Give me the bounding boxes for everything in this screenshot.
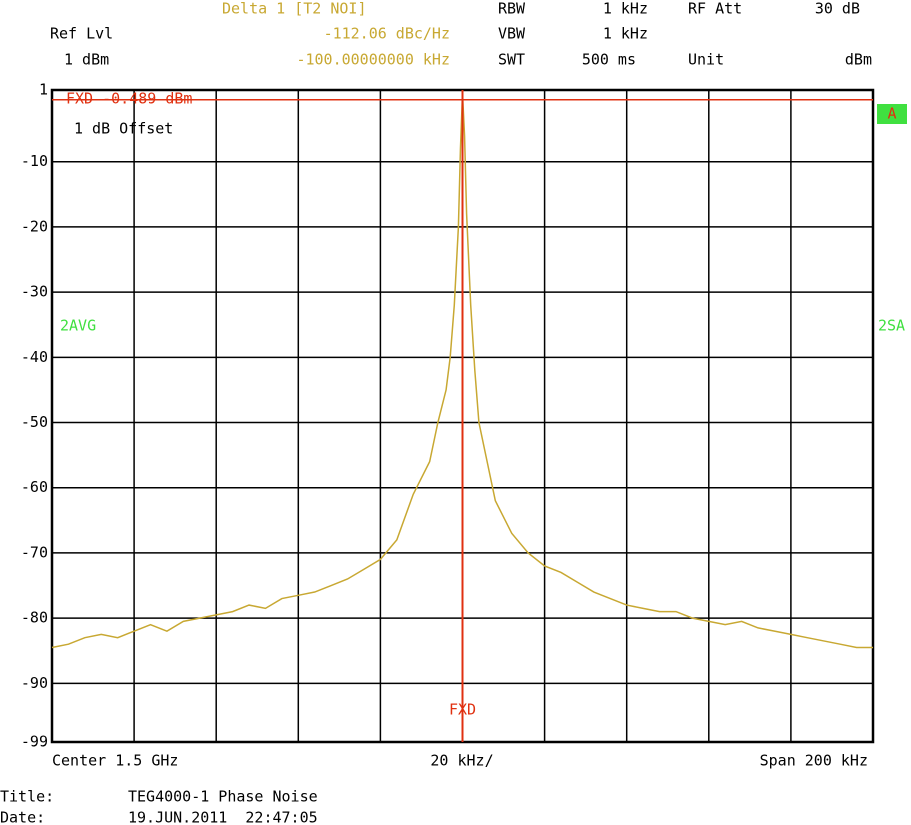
ref-value: 1 dBm (64, 51, 109, 69)
rbw-value: 1 kHz (603, 0, 648, 18)
y-tick-label: -60 (21, 478, 48, 496)
y-tick-label: -80 (21, 609, 48, 627)
y-tick-label: -70 (21, 543, 48, 561)
date-label: Date: (0, 809, 45, 825)
date-value: 19.JUN.2011 22:47:05 (128, 809, 318, 825)
span: Span 200 kHz (760, 752, 868, 770)
title-label: Title: (0, 788, 54, 806)
per-division: 20 kHz/ (430, 752, 493, 770)
y-tick-label: -40 (21, 348, 48, 366)
vbw-label: VBW (498, 25, 526, 43)
vbw-value: 1 kHz (603, 25, 648, 43)
trace-label-right: 2SA (878, 317, 905, 335)
y-tick-label: -90 (21, 674, 48, 692)
marker-freq: -100.00000000 kHz (296, 51, 450, 69)
reference-freq-label: FXD (449, 701, 476, 719)
att-value: 30 dB (815, 0, 860, 18)
screen-label: A (887, 105, 896, 123)
marker-name: Delta 1 [T2 NOI] (222, 0, 367, 18)
y-tick-label: -99 (21, 733, 48, 751)
unit-label: Unit (688, 51, 724, 69)
att-label: RF Att (688, 0, 742, 18)
swt-value: 500 ms (582, 51, 636, 69)
unit-value: dBm (845, 51, 872, 69)
y-tick-label: -10 (21, 152, 48, 170)
trace-label-left: 2AVG (60, 317, 96, 335)
ref-label: Ref Lvl (50, 25, 113, 43)
y-tick-label: 1 (39, 81, 48, 99)
title-value: TEG4000-1 Phase Noise (128, 788, 318, 806)
swt-label: SWT (498, 51, 525, 69)
y-tick-label: -50 (21, 413, 48, 431)
y-tick-label: -20 (21, 217, 48, 235)
offset-note: 1 dB Offset (74, 120, 173, 138)
marker-level: -112.06 dBc/Hz (324, 25, 450, 43)
screen-box (877, 104, 907, 124)
y-tick-label: -30 (21, 283, 48, 301)
rbw-label: RBW (498, 0, 526, 18)
reference-label: FXD -0.489 dBm (66, 90, 192, 108)
center-freq: Center 1.5 GHz (52, 752, 178, 770)
